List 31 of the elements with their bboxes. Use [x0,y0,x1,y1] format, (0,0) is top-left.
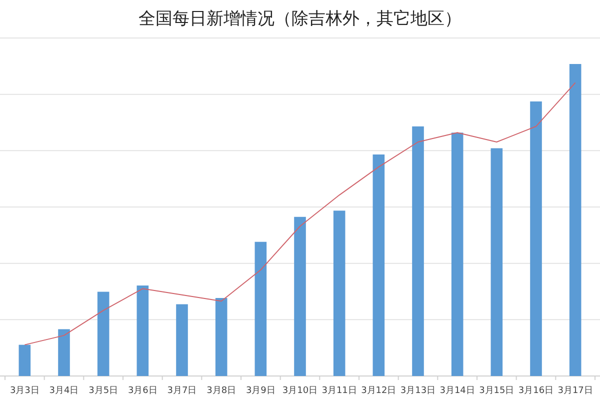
x-tick-label: 3月12日 [361,386,396,396]
x-tick-label: 3月11日 [322,386,357,396]
x-tick-label: 3月3日 [10,386,40,396]
x-tick-label: 3月13日 [400,386,436,396]
x-tick-label: 3月16日 [518,386,554,396]
x-tick-label: 3月9日 [246,386,276,396]
bar [176,304,188,376]
bar [530,101,542,376]
x-tick-label: 3月6日 [128,386,158,396]
x-tick-label: 3月17日 [558,386,593,396]
chart-title: 全国每日新增情况（除吉林外，其它地区） [138,9,462,29]
bar [412,126,424,376]
x-tick-label: 3月15日 [479,386,514,396]
bar [215,298,228,376]
bar [490,148,503,376]
x-tick-label: 3月4日 [49,386,79,396]
x-tick-label: 3月8日 [206,386,236,396]
bar [294,216,306,376]
bar [451,132,464,376]
bar [372,154,385,376]
bar [254,242,267,376]
x-tick-label: 3月14日 [440,386,475,396]
x-tick-label: 3月5日 [88,386,118,396]
bar [97,292,110,376]
bar [18,344,31,376]
bar [569,64,582,376]
x-tick-label: 3月7日 [167,386,197,396]
bar [58,329,70,376]
x-tick-label: 3月10日 [282,386,318,396]
bar [136,286,149,376]
bar [333,210,346,376]
